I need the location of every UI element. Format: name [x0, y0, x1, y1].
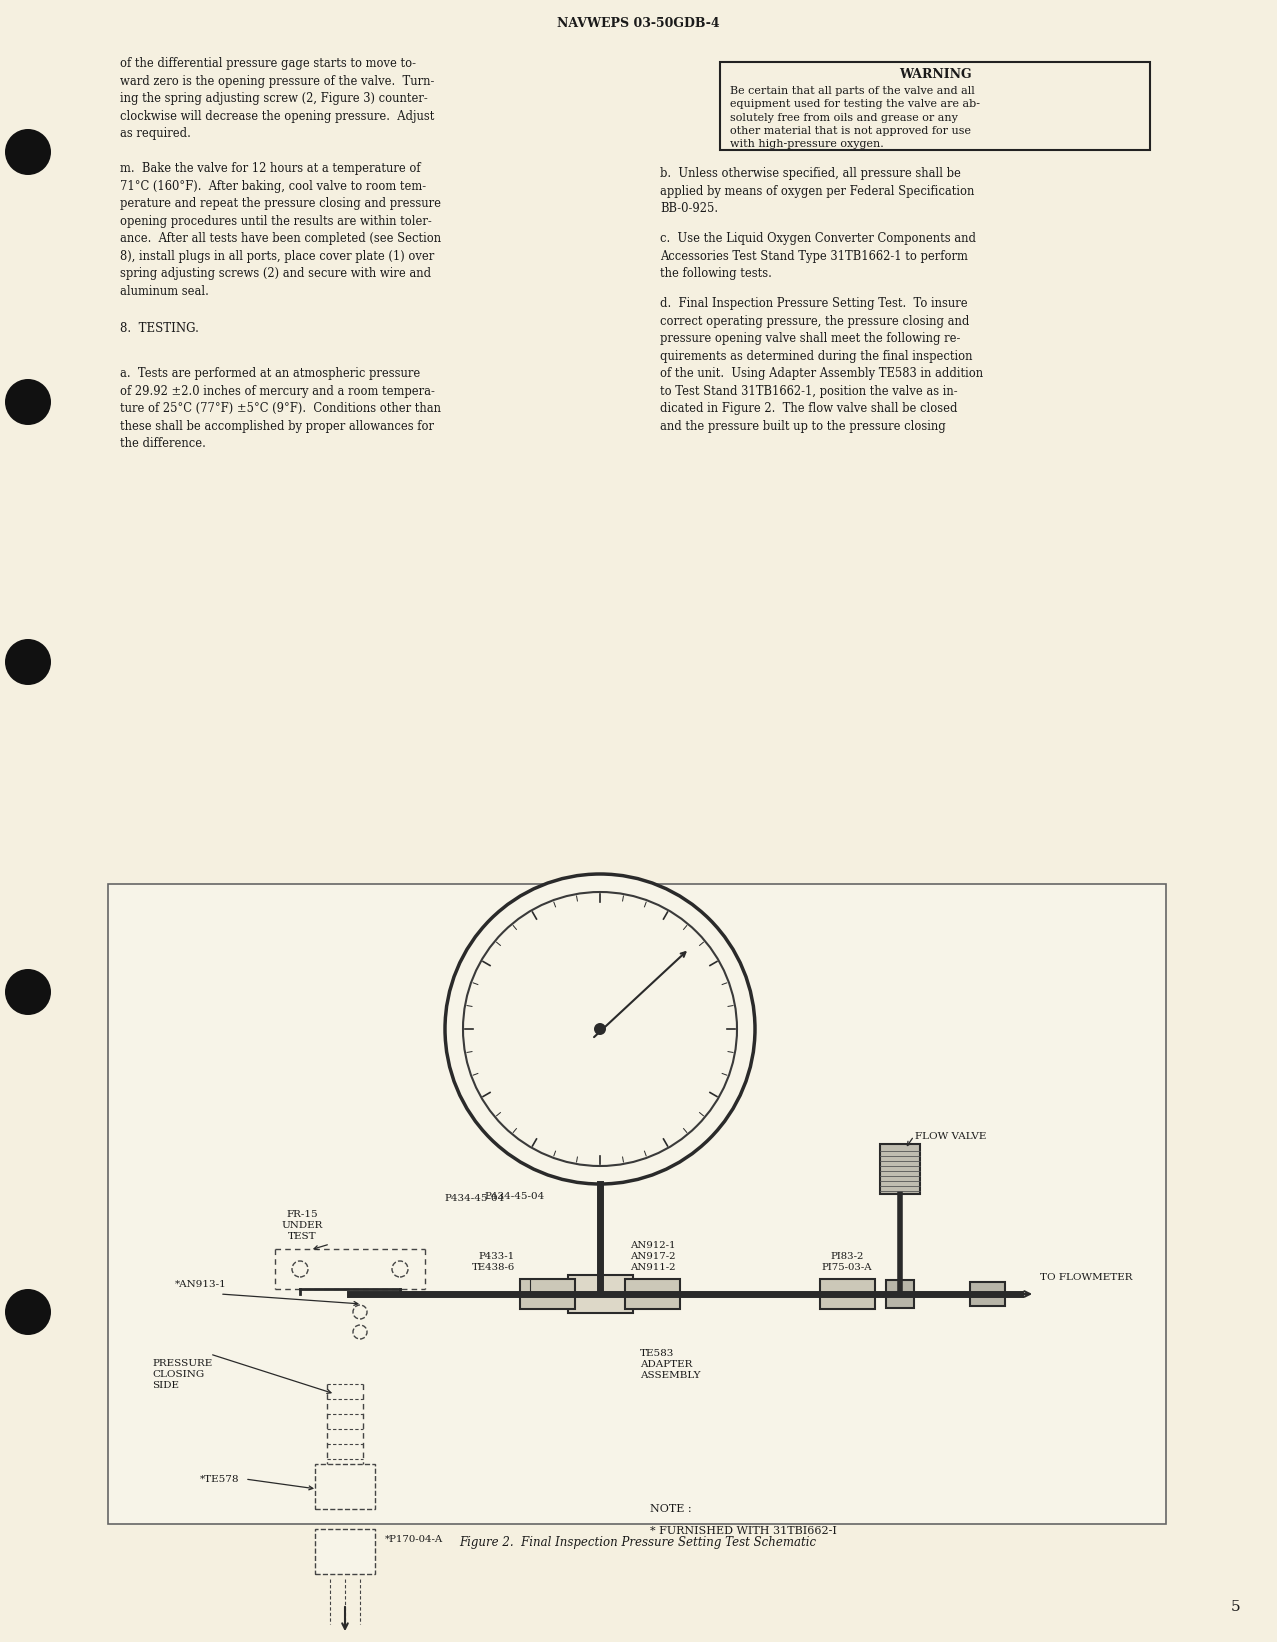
Bar	[971, 1282, 1005, 1305]
Text: AN912-1
AN917-2
AN911-2: AN912-1 AN917-2 AN911-2	[630, 1241, 676, 1273]
Circle shape	[594, 1023, 607, 1034]
Circle shape	[464, 892, 737, 1166]
Text: PI83-2
PI75-03-A: PI83-2 PI75-03-A	[821, 1251, 872, 1273]
Circle shape	[5, 379, 51, 425]
Text: * FURNISHED WITH 31TBI662-I: * FURNISHED WITH 31TBI662-I	[650, 1525, 836, 1535]
Text: Be certain that all parts of the valve and all
equipment used for testing the va: Be certain that all parts of the valve a…	[730, 85, 979, 149]
Text: Figure 2.  Final Inspection Pressure Setting Test Schematic: Figure 2. Final Inspection Pressure Sett…	[460, 1535, 816, 1548]
Bar	[624, 1279, 679, 1309]
Bar	[720, 62, 1151, 149]
Text: m.  Bake the valve for 12 hours at a temperature of
71°C (160°F).  After baking,: m. Bake the valve for 12 hours at a temp…	[120, 163, 441, 297]
Circle shape	[352, 1305, 366, 1319]
Text: FLOW VALVE: FLOW VALVE	[916, 1131, 986, 1141]
Circle shape	[5, 969, 51, 1015]
Circle shape	[5, 130, 51, 176]
Bar	[315, 1465, 375, 1509]
Text: NAVWEPS 03-50GDB-4: NAVWEPS 03-50GDB-4	[557, 16, 719, 30]
Text: NOTE :: NOTE :	[650, 1504, 692, 1514]
Text: *P170-04-A: *P170-04-A	[384, 1535, 443, 1543]
Text: 8.  TESTING.: 8. TESTING.	[120, 322, 199, 335]
Circle shape	[352, 1325, 366, 1338]
Text: P434-45-04: P434-45-04	[485, 1192, 545, 1200]
Text: of the differential pressure gage starts to move to-
ward zero is the opening pr: of the differential pressure gage starts…	[120, 57, 434, 140]
Text: d.  Final Inspection Pressure Setting Test.  To insure
correct operating pressur: d. Final Inspection Pressure Setting Tes…	[660, 297, 983, 432]
Circle shape	[5, 639, 51, 685]
Text: *TE578: *TE578	[200, 1475, 240, 1483]
Bar	[886, 1281, 914, 1309]
Text: *AN913-1: *AN913-1	[175, 1281, 227, 1289]
Bar	[109, 883, 1166, 1524]
Circle shape	[444, 874, 755, 1184]
Text: P434-45-04: P434-45-04	[444, 1194, 504, 1204]
Text: WARNING: WARNING	[899, 67, 972, 80]
Text: 5: 5	[1230, 1599, 1240, 1614]
Bar	[880, 1144, 919, 1194]
Bar	[315, 1529, 375, 1575]
Circle shape	[392, 1261, 407, 1277]
Bar	[820, 1279, 875, 1309]
Text: PRESSURE
CLOSING
SIDE: PRESSURE CLOSING SIDE	[152, 1360, 212, 1391]
Text: TE583
ADAPTER
ASSEMBLY: TE583 ADAPTER ASSEMBLY	[640, 1350, 701, 1381]
Text: FR-15
UNDER
TEST: FR-15 UNDER TEST	[281, 1210, 323, 1241]
Circle shape	[292, 1261, 308, 1277]
Text: a.  Tests are performed at an atmospheric pressure
of 29.92 ±2.0 inches of mercu: a. Tests are performed at an atmospheric…	[120, 368, 441, 450]
Text: TO FLOWMETER: TO FLOWMETER	[1039, 1273, 1133, 1282]
Bar	[567, 1274, 632, 1314]
Text: c.  Use the Liquid Oxygen Converter Components and
Accessories Test Stand Type 3: c. Use the Liquid Oxygen Converter Compo…	[660, 232, 976, 281]
Bar	[520, 1279, 575, 1309]
Text: b.  Unless otherwise specified, all pressure shall be
applied by means of oxygen: b. Unless otherwise specified, all press…	[660, 167, 974, 215]
Text: P433-1
TE438-6: P433-1 TE438-6	[471, 1251, 515, 1273]
Circle shape	[5, 1289, 51, 1335]
